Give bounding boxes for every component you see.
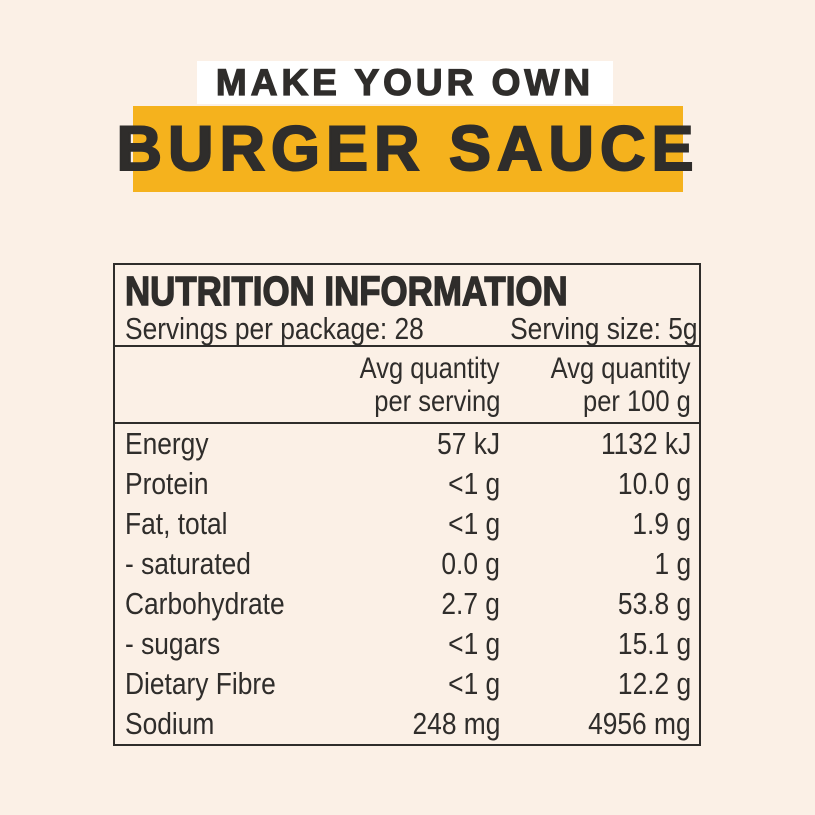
value-per-serving: 57 kJ — [437, 426, 500, 461]
column-header-per-serving: Avg quantity per serving — [360, 352, 500, 418]
headline-banner-main: BURGER SAUCE — [115, 106, 695, 192]
nutrient-name: Protein — [125, 466, 209, 501]
nutrient-name: Dietary Fibre — [125, 666, 276, 701]
nutrition-table: NUTRITION INFORMATION Servings per packa… — [113, 263, 701, 746]
value-per-100g: 4956 mg — [588, 706, 691, 741]
nutrient-row-energy: Energy 57 kJ 1132 kJ — [115, 424, 699, 464]
value-per-serving: <1 g — [447, 666, 500, 701]
value-per-serving: 0.0 g — [441, 546, 500, 581]
nutrient-row-dietary-fibre: Dietary Fibre <1 g 12.2 g — [115, 664, 699, 704]
value-per-100g: 1132 kJ — [600, 426, 691, 461]
nutrient-name: - sugars — [125, 626, 221, 661]
value-per-serving: <1 g — [447, 626, 500, 661]
nutrient-name: - saturated — [125, 546, 251, 581]
servings-per-package: Servings per package: 28 — [125, 311, 424, 346]
table-title-section: NUTRITION INFORMATION Servings per packa… — [115, 265, 699, 345]
column-header-per-100g: Avg quantity per 100 g — [551, 352, 691, 418]
value-per-100g: 12.2 g — [617, 666, 691, 701]
value-per-serving: <1 g — [447, 466, 500, 501]
nutrition-title: NUTRITION INFORMATION — [124, 268, 568, 314]
nutrient-name: Fat, total — [125, 506, 228, 541]
value-per-100g: 10.0 g — [617, 466, 691, 501]
nutrient-name: Energy — [125, 426, 209, 461]
value-per-100g: 1 g — [654, 546, 691, 581]
headline-banner-top: MAKE YOUR OWN — [197, 61, 613, 104]
value-per-100g: 15.1 g — [617, 626, 691, 661]
nutrient-row-protein: Protein <1 g 10.0 g — [115, 464, 699, 504]
nutrient-rows: Energy 57 kJ 1132 kJ Protein <1 g 10.0 g… — [115, 424, 699, 744]
nutrient-name: Sodium — [125, 706, 215, 741]
nutrient-name: Carbohydrate — [125, 586, 285, 621]
headline-main-text: BURGER SAUCE — [115, 113, 700, 185]
value-per-100g: 1.9 g — [632, 506, 691, 541]
value-per-serving: 2.7 g — [441, 586, 500, 621]
column-header-row: Avg quantity per serving Avg quantity pe… — [115, 345, 699, 424]
nutrient-row-fat-total: Fat, total <1 g 1.9 g — [115, 504, 699, 544]
nutrient-row-sugars: - sugars <1 g 15.1 g — [115, 624, 699, 664]
value-per-100g: 53.8 g — [617, 586, 691, 621]
value-per-serving: <1 g — [447, 506, 500, 541]
serving-size: Serving size: 5g — [509, 311, 698, 346]
nutrient-row-carbohydrate: Carbohydrate 2.7 g 53.8 g — [115, 584, 699, 624]
column-header-blank — [125, 352, 350, 418]
headline-top-text: MAKE YOUR OWN — [215, 61, 595, 103]
nutrient-row-sodium: Sodium 248 mg 4956 mg — [115, 704, 699, 744]
value-per-serving: 248 mg — [412, 706, 500, 741]
nutrient-row-saturated: - saturated 0.0 g 1 g — [115, 544, 699, 584]
